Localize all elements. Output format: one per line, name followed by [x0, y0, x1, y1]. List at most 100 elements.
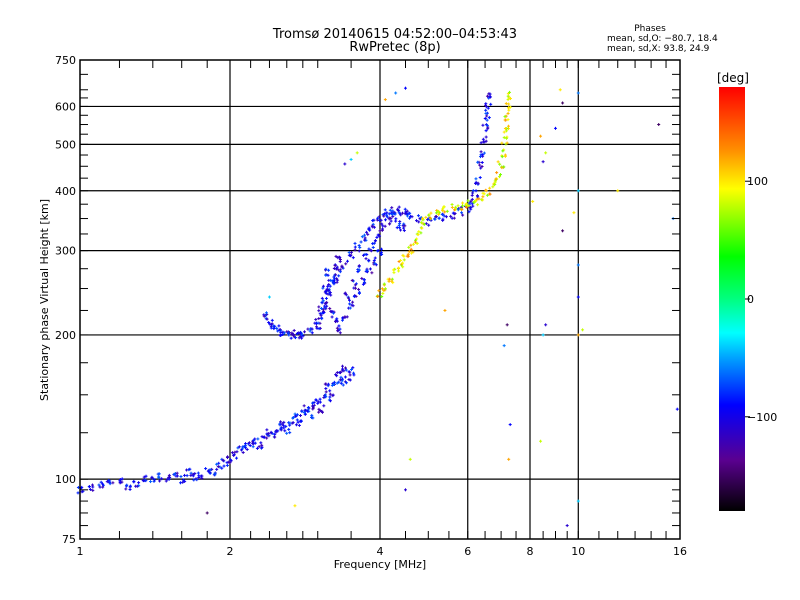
- data-point-v: [404, 488, 406, 492]
- data-points: [76, 86, 679, 528]
- data-point-v: [216, 467, 218, 471]
- data-point: [317, 407, 321, 411]
- data-point: [507, 108, 511, 112]
- data-point: [312, 401, 316, 405]
- data-point: [503, 118, 507, 122]
- data-point: [420, 226, 424, 230]
- data-point: [361, 282, 365, 286]
- data-point-v: [373, 241, 375, 245]
- data-point-v: [363, 280, 365, 284]
- data-point: [345, 315, 349, 319]
- data-point-v: [394, 212, 396, 216]
- data-point: [368, 228, 372, 232]
- data-point: [403, 488, 407, 492]
- data-point-v: [479, 163, 481, 167]
- data-point-v: [378, 234, 380, 238]
- data-point-v: [159, 479, 161, 483]
- data-point-v: [291, 332, 293, 336]
- data-point-v: [352, 366, 354, 370]
- data-point: [488, 192, 492, 196]
- data-point-v: [399, 226, 401, 230]
- data-point-v: [301, 410, 303, 414]
- data-point-v: [577, 499, 579, 503]
- data-point: [320, 301, 324, 305]
- data-point: [284, 424, 288, 428]
- data-point-v: [336, 371, 338, 375]
- data-point-v: [324, 394, 326, 398]
- data-point: [326, 284, 330, 288]
- data-point-v: [380, 251, 382, 255]
- data-point-v: [227, 455, 229, 459]
- data-point-v: [325, 387, 327, 391]
- data-point: [377, 234, 381, 238]
- data-point-v: [403, 222, 405, 226]
- data-point: [330, 383, 334, 387]
- data-point: [332, 310, 336, 314]
- data-point-v: [339, 327, 341, 331]
- data-point: [394, 219, 398, 223]
- data-point-v: [320, 313, 322, 317]
- data-point: [479, 166, 483, 170]
- data-point: [411, 250, 415, 254]
- data-point: [348, 306, 352, 310]
- data-point: [206, 469, 210, 473]
- data-point: [576, 499, 580, 503]
- data-point-v: [562, 229, 564, 233]
- data-point-v: [573, 211, 575, 215]
- data-point: [478, 163, 482, 167]
- stats-title: Phases: [634, 24, 666, 34]
- data-point-v: [331, 383, 333, 387]
- data-point: [181, 480, 185, 484]
- data-point: [382, 214, 386, 218]
- data-point: [387, 279, 391, 283]
- data-point-v: [358, 244, 360, 248]
- data-point-v: [265, 311, 267, 315]
- data-point-v: [460, 207, 462, 211]
- data-point: [391, 209, 395, 213]
- data-point-v: [287, 331, 289, 335]
- data-point: [178, 481, 182, 485]
- data-point: [474, 182, 478, 186]
- data-point-v: [438, 212, 440, 216]
- data-point: [228, 461, 232, 465]
- data-point-v: [337, 256, 339, 260]
- data-point-v: [402, 253, 404, 257]
- data-point: [405, 209, 409, 213]
- data-point: [272, 327, 276, 331]
- data-point-v: [532, 199, 534, 203]
- data-point-v: [236, 450, 238, 454]
- data-point-v: [505, 102, 507, 106]
- data-point-v: [331, 315, 333, 319]
- data-point-v: [333, 275, 335, 279]
- data-point: [310, 404, 314, 408]
- data-point: [334, 273, 338, 277]
- data-point-v: [91, 483, 93, 487]
- data-point-v: [420, 216, 422, 220]
- data-point: [343, 375, 347, 379]
- data-point-v: [333, 310, 335, 314]
- data-point: [415, 242, 419, 246]
- data-point: [381, 291, 385, 295]
- data-point-v: [125, 487, 127, 491]
- data-point: [395, 226, 399, 230]
- data-point-v: [325, 307, 327, 311]
- data-point-v: [201, 476, 203, 480]
- data-point: [76, 485, 80, 489]
- data-point: [380, 295, 384, 299]
- data-point-v: [413, 242, 415, 246]
- data-point: [239, 448, 243, 452]
- data-point-v: [494, 179, 496, 183]
- data-point: [286, 331, 290, 335]
- data-point: [279, 426, 283, 430]
- data-point: [279, 428, 283, 432]
- data-point-v: [398, 266, 400, 270]
- data-point: [152, 479, 156, 483]
- data-point: [576, 295, 580, 299]
- data-point-v: [384, 287, 386, 291]
- data-point: [415, 232, 419, 236]
- data-point-v: [309, 329, 311, 333]
- data-point: [402, 229, 406, 233]
- data-point: [111, 481, 115, 485]
- data-point-v: [509, 90, 511, 94]
- data-point: [335, 280, 339, 284]
